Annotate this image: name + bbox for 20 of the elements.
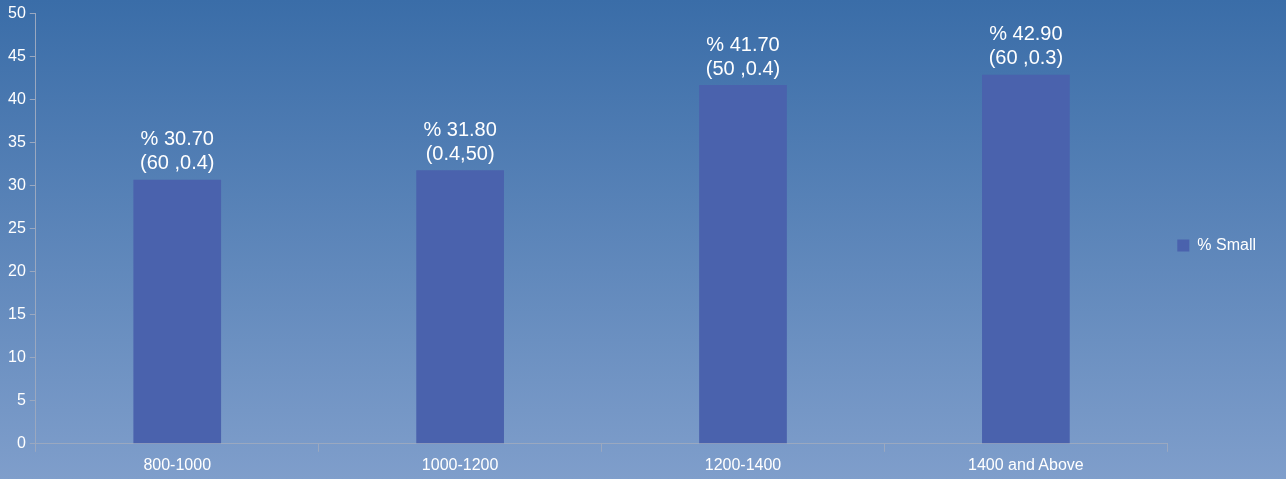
y-tick-label: 40 <box>8 90 26 108</box>
y-tick-label: 25 <box>8 219 26 237</box>
data-label: % 42.90 (60 ,0.3) <box>988 22 1064 69</box>
legend-label: % Small <box>1197 235 1257 253</box>
y-tick-label: 50 <box>8 4 26 22</box>
data-label: % 41.70 (50 ,0.4) <box>705 32 781 79</box>
data-label: % 31.80 (0.4,50) <box>423 117 497 164</box>
y-tick-label: 5 <box>16 391 26 409</box>
x-tick-label: 800-1000 <box>143 455 212 473</box>
x-tick-label: 1200-1400 <box>704 455 782 473</box>
x-tick-label: 1400 and Above <box>968 455 1084 473</box>
y-tick-label: 15 <box>8 305 26 323</box>
y-tick-label: 0 <box>16 434 26 452</box>
y-tick-label: 35 <box>8 133 26 151</box>
y-tick-label: 30 <box>8 176 26 194</box>
x-tick-label: 1000-1200 <box>421 455 499 473</box>
y-tick-label: 20 <box>8 262 26 280</box>
y-tick-label: 45 <box>8 47 26 65</box>
data-label: % 30.70 (60 ,0.4) <box>140 127 215 174</box>
y-tick-label: 10 <box>8 348 26 366</box>
